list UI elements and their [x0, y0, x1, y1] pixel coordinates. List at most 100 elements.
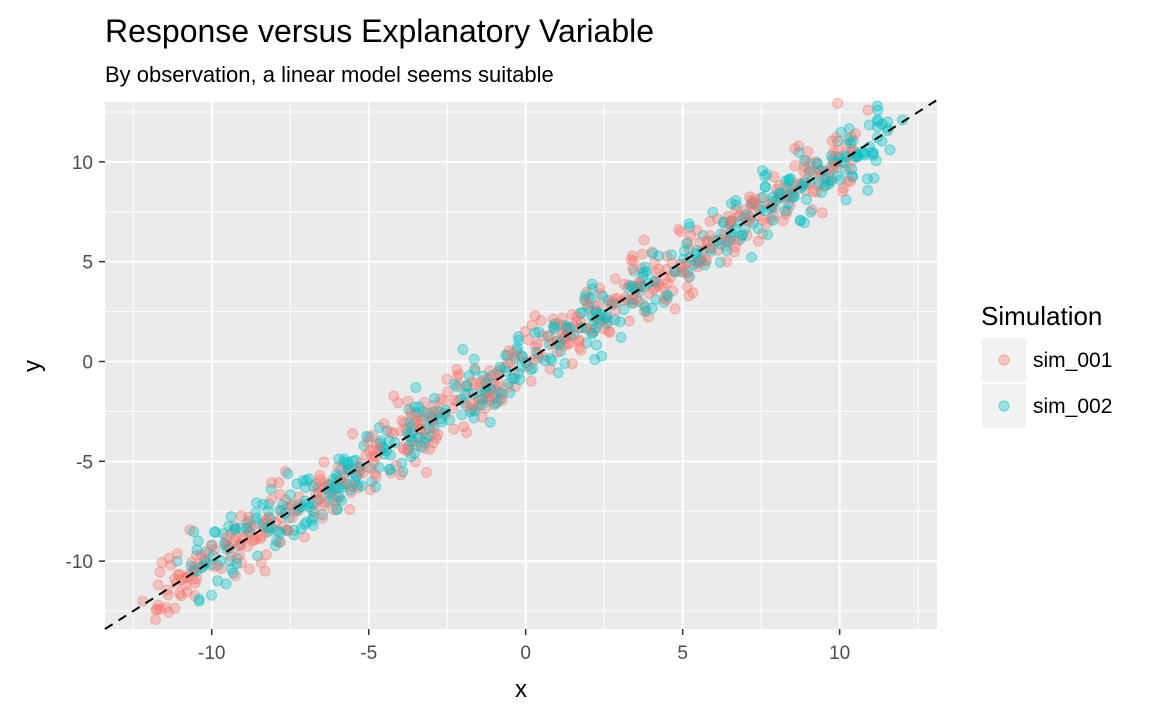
data-point-sim_001 [273, 476, 285, 488]
data-point-sim_001 [465, 398, 477, 410]
data-point-sim_001 [398, 443, 410, 455]
data-point-sim_002 [780, 175, 791, 187]
data-point-sim_002 [697, 230, 709, 241]
data-point-sim_002 [504, 387, 516, 398]
data-point-sim_001 [522, 334, 534, 346]
data-point-sim_002 [862, 184, 874, 196]
legend-label-sim_002: sim_002 [1033, 395, 1112, 418]
data-point-sim_001 [774, 180, 785, 191]
data-point-sim_001 [489, 392, 501, 404]
data-point-sim_001 [215, 563, 227, 574]
data-point-sim_002 [884, 144, 896, 156]
data-point-sim_001 [163, 552, 175, 564]
data-point-sim_002 [544, 353, 556, 364]
data-point-sim_001 [806, 204, 818, 216]
data-point-sim_002 [361, 430, 373, 442]
data-point-sim_001 [826, 135, 838, 147]
data-point-sim_002 [684, 271, 696, 283]
data-point-sim_001 [469, 378, 481, 390]
data-point-sim_001 [277, 521, 289, 533]
data-point-sim_002 [492, 396, 503, 408]
data-point-sim_001 [803, 178, 815, 190]
data-point-sim_002 [834, 174, 846, 186]
data-point-sim_002 [417, 406, 429, 418]
data-point-sim_002 [639, 301, 651, 313]
data-point-sim_002 [798, 217, 810, 229]
data-point-sim_002 [881, 125, 893, 137]
data-point-sim_001 [235, 510, 247, 522]
data-point-sim_001 [573, 335, 585, 347]
data-point-sim_001 [409, 440, 421, 452]
legend: Simulation sim_001 sim_002 [981, 301, 1112, 428]
data-point-sim_001 [395, 469, 407, 481]
data-point-sim_002 [590, 322, 602, 334]
data-point-sim_001 [691, 257, 703, 269]
data-point-sim_001 [581, 299, 593, 311]
data-point-sim_002 [714, 256, 726, 268]
data-point-sim_001 [308, 507, 320, 519]
data-point-sim_002 [871, 121, 883, 133]
data-point-sim_001 [441, 373, 453, 385]
data-point-sim_001 [229, 535, 241, 546]
data-point-sim_002 [265, 483, 277, 495]
data-point-sim_002 [206, 539, 218, 551]
data-point-sim_001 [494, 364, 506, 376]
data-point-sim_001 [387, 427, 399, 439]
data-point-sim_001 [661, 250, 673, 262]
data-point-sim_002 [721, 245, 733, 256]
data-point-sim_002 [477, 370, 489, 382]
data-point-sim_002 [601, 317, 613, 329]
data-point-sim_002 [410, 382, 422, 393]
data-point-sim_001 [637, 299, 649, 310]
data-point-sim_002 [813, 176, 825, 188]
data-point-sim_002 [730, 199, 742, 211]
data-point-sim_001 [537, 330, 549, 342]
data-point-sim_001 [438, 395, 449, 406]
data-point-sim_002 [370, 481, 382, 493]
data-point-sim_002 [868, 172, 880, 184]
data-point-sim_002 [433, 406, 445, 418]
data-point-sim_002 [404, 431, 416, 443]
data-point-sim_001 [722, 210, 734, 222]
data-point-sim_002 [516, 351, 528, 363]
data-point-sim_002 [761, 168, 773, 180]
data-point-sim_001 [603, 315, 615, 326]
data-point-sim_002 [282, 468, 294, 480]
data-point-sim_002 [678, 245, 690, 257]
data-point-sim_001 [388, 390, 400, 402]
data-point-sim_002 [627, 297, 639, 309]
data-point-sim_002 [377, 441, 389, 453]
data-point-sim_002 [647, 248, 659, 260]
data-point-sim_002 [323, 496, 335, 508]
data-point-sim_001 [687, 287, 699, 299]
data-point-sim_002 [478, 385, 490, 396]
data-point-sim_001 [364, 484, 376, 496]
data-point-sim_002 [799, 177, 811, 189]
data-point-sim_002 [801, 194, 812, 205]
data-point-sim_002 [694, 254, 706, 266]
data-point-sim_001 [704, 215, 716, 227]
data-point-sim_002 [285, 489, 296, 501]
data-point-sim_002 [840, 194, 852, 206]
data-point-sim_002 [795, 182, 807, 194]
data-point-sim_002 [219, 539, 231, 550]
data-point-sim_002 [715, 238, 727, 250]
data-point-sim_001 [406, 409, 418, 421]
data-point-sim_001 [255, 557, 267, 569]
data-point-sim_001 [723, 219, 735, 231]
data-point-sim_002 [271, 535, 283, 547]
legend-marker-sim_002 [998, 400, 1010, 412]
data-point-sim_001 [357, 467, 369, 479]
data-point-sim_002 [468, 353, 480, 365]
data-point-sim_002 [484, 416, 496, 428]
data-point-sim_002 [799, 155, 811, 167]
data-point-sim_002 [513, 334, 525, 346]
data-point-sim_002 [662, 290, 674, 302]
data-point-sim_001 [783, 183, 795, 195]
data-point-sim_001 [746, 200, 758, 212]
data-point-sim_002 [200, 546, 212, 558]
data-point-sim_002 [585, 293, 597, 305]
data-point-sim_002 [785, 173, 797, 185]
data-point-sim_001 [842, 175, 854, 187]
data-point-sim_001 [512, 350, 524, 362]
